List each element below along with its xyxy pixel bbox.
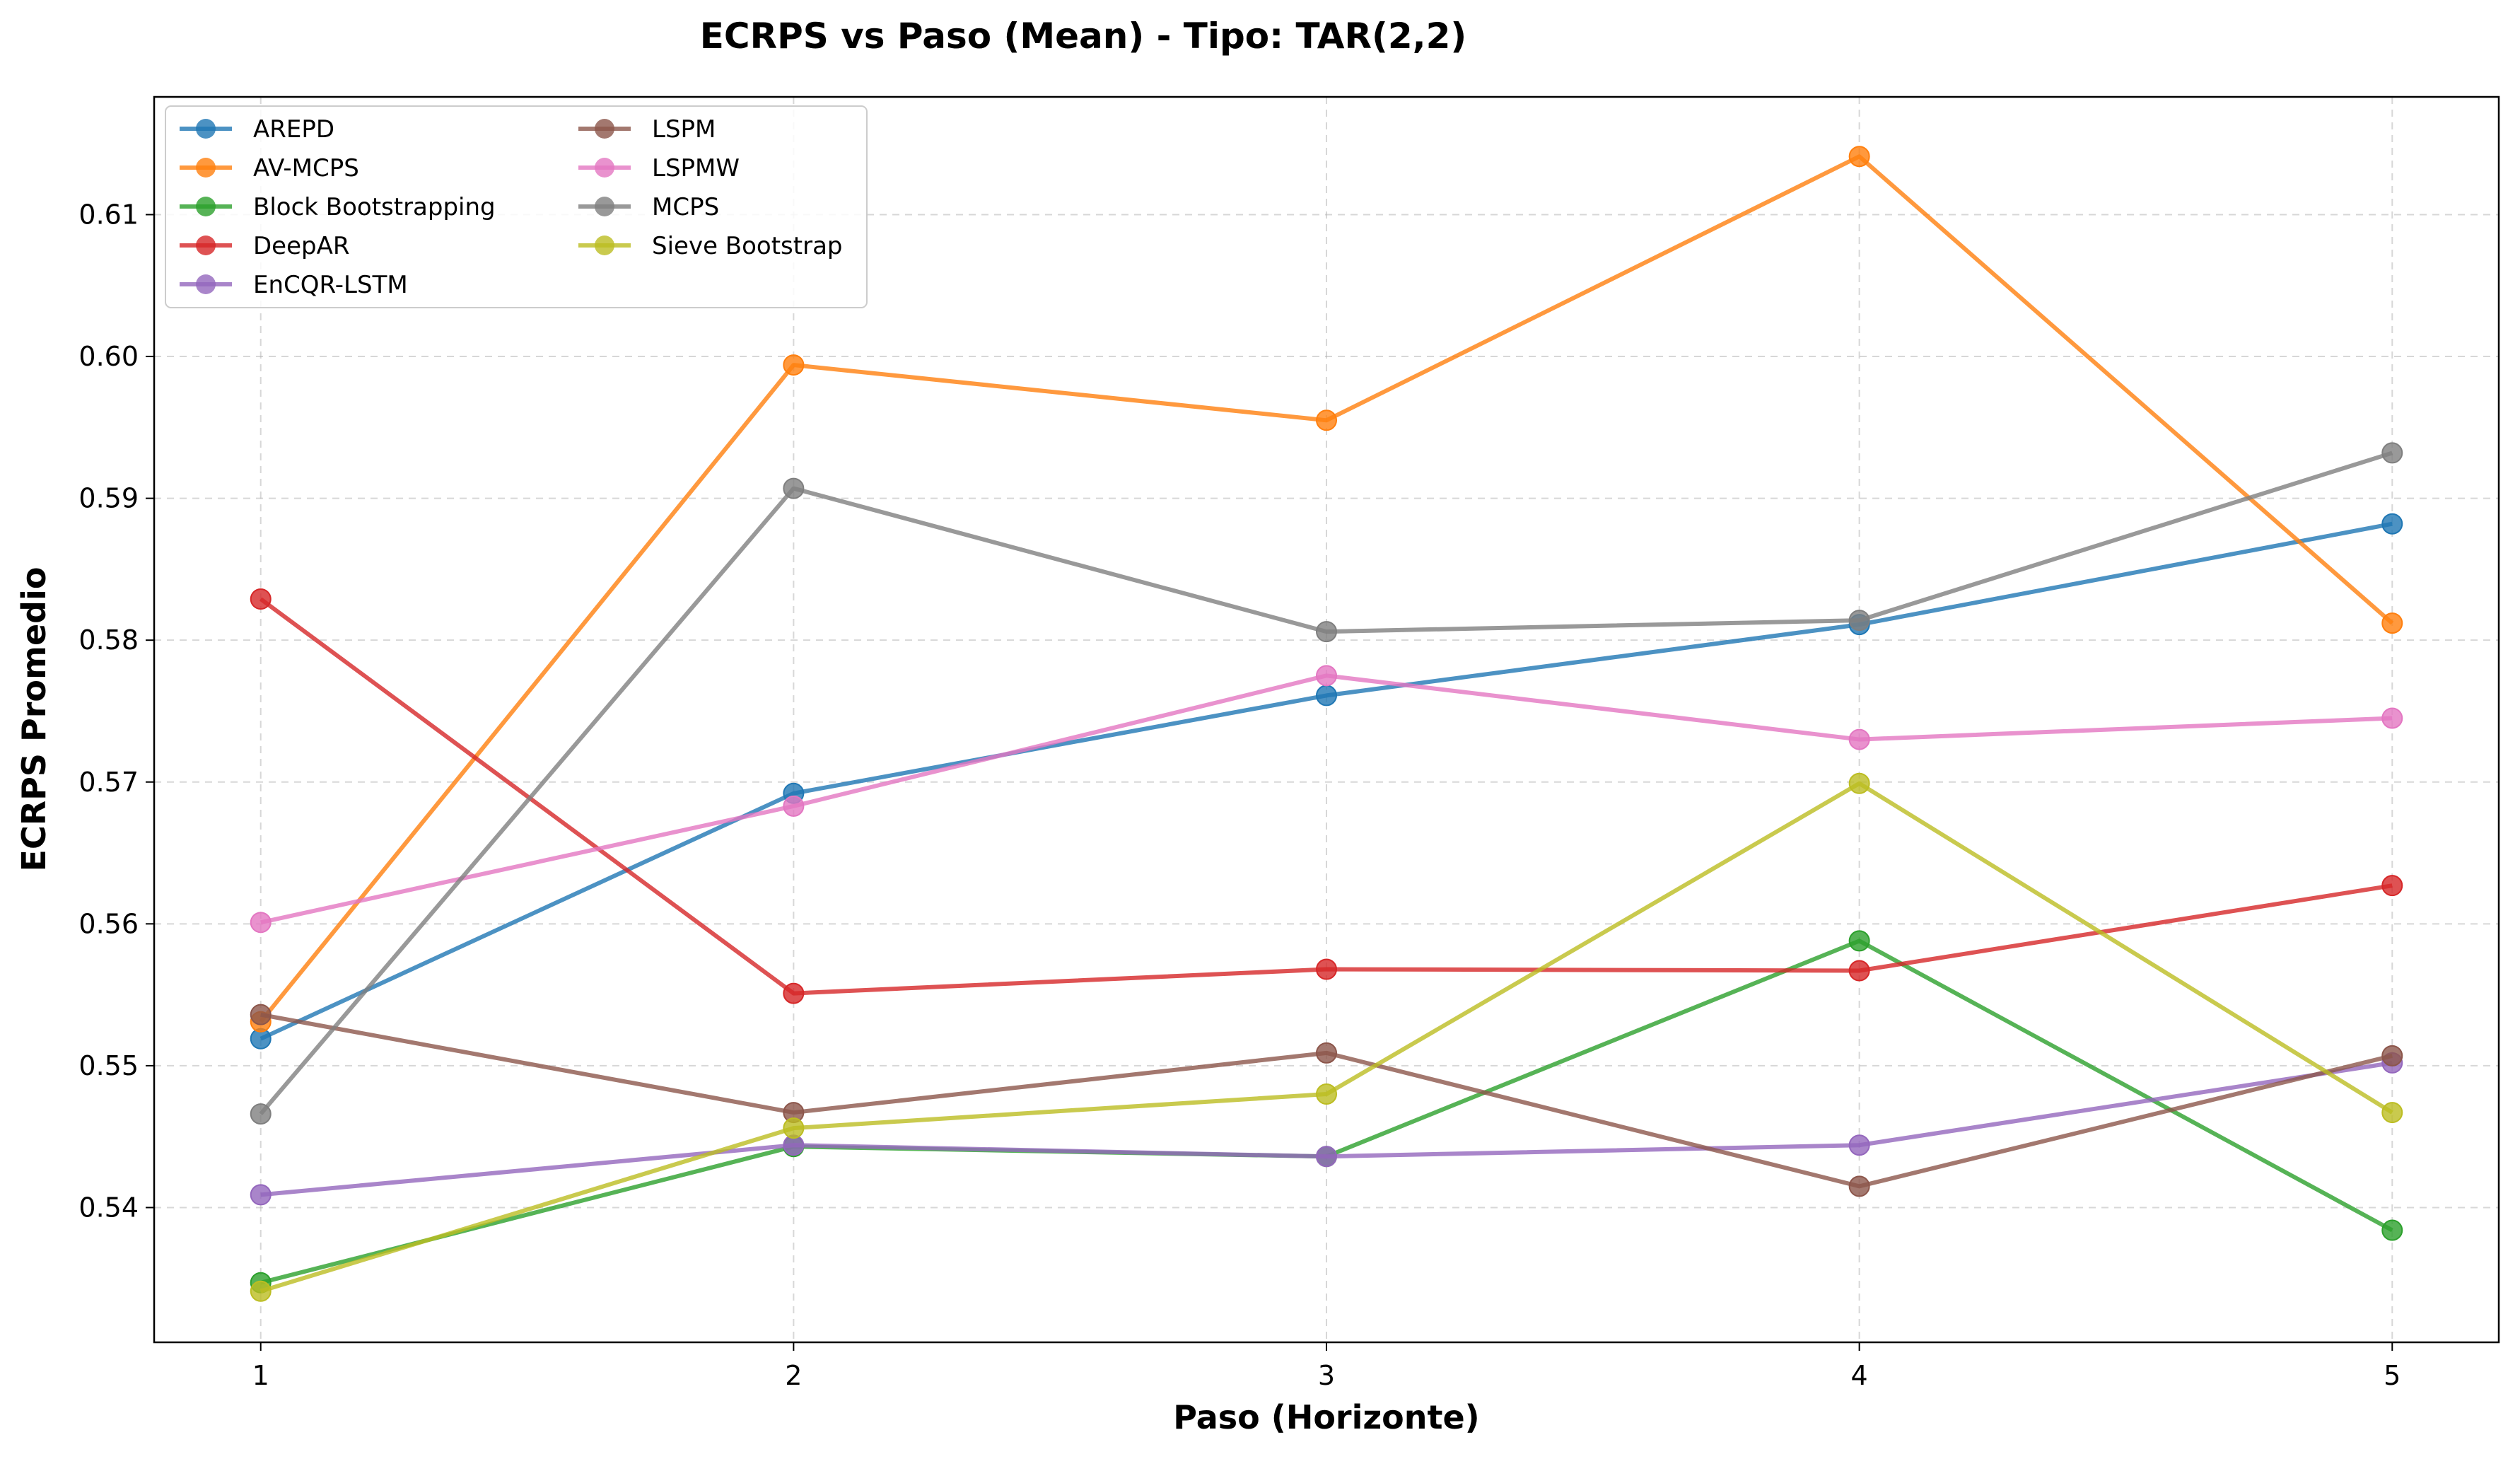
chart-title: ECRPS vs Paso (Mean) - Tipo: TAR(2,2) [700, 16, 1467, 57]
legend-swatch-marker [196, 197, 216, 216]
data-point [2381, 707, 2403, 729]
legend: AREPD AV-MCPS Block Bootstrapping DeepAR EnC… [165, 105, 868, 308]
legend-swatch-marker [196, 119, 216, 139]
legend-entry: DeepAR [180, 232, 349, 260]
legend-label: MCPS [652, 193, 719, 221]
legend-label: LSPMW [652, 154, 740, 182]
data-point [2381, 1102, 2403, 1124]
legend-swatch-marker [595, 119, 614, 139]
series-lspm [250, 1004, 2403, 1197]
series-layer [250, 146, 2403, 1302]
x-axis-label: Paso (Horizonte) [1173, 1398, 1479, 1436]
data-point [250, 1280, 272, 1302]
data-point [2381, 513, 2403, 535]
y-tick-label: 0.60 [78, 341, 139, 372]
data-point [1316, 685, 1337, 707]
series-deepar [250, 588, 2403, 1004]
legend-entry: MCPS [578, 193, 719, 221]
data-point [783, 795, 805, 817]
data-point [250, 1184, 272, 1206]
legend-swatch-marker [595, 197, 614, 216]
data-point [1848, 1134, 1870, 1156]
data-point [1316, 1083, 1337, 1105]
data-point [1848, 610, 1870, 632]
legend-entry: Block Bootstrapping [180, 193, 496, 221]
legend-entry: AV-MCPS [180, 154, 359, 182]
legend-label: EnCQR-LSTM [253, 271, 408, 299]
legend-entry: LSPM [578, 115, 716, 144]
data-point [1316, 1146, 1337, 1168]
y-tick-label: 0.56 [78, 908, 139, 939]
x-tick-label: 2 [785, 1360, 802, 1391]
data-point [2381, 442, 2403, 464]
legend-entry: AREPD [180, 115, 334, 144]
legend-box [165, 105, 868, 308]
legend-swatch-marker [196, 274, 216, 294]
legend-label: LSPM [652, 115, 716, 144]
axis-ticks: 1 2 3 4 5 0.54 0.55 0.56 0.57 0.58 0.59 0.60 0.61 [78, 199, 2401, 1391]
data-point [783, 354, 805, 376]
data-point [1848, 930, 1870, 952]
legend-label: Block Bootstrapping [253, 193, 496, 221]
legend-label: AV-MCPS [253, 154, 359, 182]
data-point [250, 588, 272, 610]
data-point [1848, 960, 1870, 982]
data-point [1316, 665, 1337, 687]
data-point [783, 477, 805, 499]
plot-frame [153, 95, 2500, 1344]
y-tick-label: 0.55 [78, 1050, 139, 1081]
data-point [783, 982, 805, 1004]
legend-swatch-marker [595, 236, 614, 255]
legend-entry: LSPMW [578, 154, 740, 182]
data-point [2381, 1219, 2403, 1241]
legend-entry: Sieve Bootstrap [578, 232, 843, 260]
data-point [1848, 772, 1870, 794]
data-point [2381, 1045, 2403, 1066]
legend-label: AREPD [253, 115, 334, 144]
y-tick-label: 0.58 [78, 624, 139, 656]
y-axis-label: ECRPS Promedio [15, 567, 53, 872]
series-sieve-bootstrap [250, 772, 2403, 1302]
data-point [1316, 958, 1337, 980]
series-av-mcps [250, 146, 2403, 1033]
x-tick-label: 4 [1851, 1360, 1868, 1391]
data-point [1848, 728, 1870, 750]
data-point [250, 912, 272, 934]
y-tick-label: 0.61 [78, 199, 139, 230]
data-point [1848, 1175, 1870, 1197]
data-point [1316, 409, 1337, 431]
x-tick-label: 3 [1318, 1360, 1335, 1391]
legend-swatch-marker [595, 158, 614, 178]
legend-swatch-marker [196, 158, 216, 178]
data-point [783, 1117, 805, 1139]
x-tick-label: 1 [252, 1360, 269, 1391]
series-lspmw [250, 665, 2403, 934]
series-mcps [250, 442, 2403, 1125]
legend-label: Sieve Bootstrap [652, 232, 843, 260]
data-point [1316, 621, 1337, 643]
legend-entry: EnCQR-LSTM [180, 271, 408, 299]
data-point [1316, 1042, 1337, 1064]
data-point [250, 1004, 272, 1025]
y-tick-label: 0.54 [78, 1192, 139, 1223]
y-tick-label: 0.57 [78, 767, 139, 798]
data-point [2381, 875, 2403, 897]
data-point [2381, 612, 2403, 634]
data-point [250, 1103, 272, 1125]
data-point [1848, 146, 1870, 168]
x-tick-label: 5 [2384, 1360, 2401, 1391]
legend-swatch-marker [196, 236, 216, 255]
legend-label: DeepAR [253, 232, 349, 260]
y-tick-label: 0.59 [78, 483, 139, 514]
